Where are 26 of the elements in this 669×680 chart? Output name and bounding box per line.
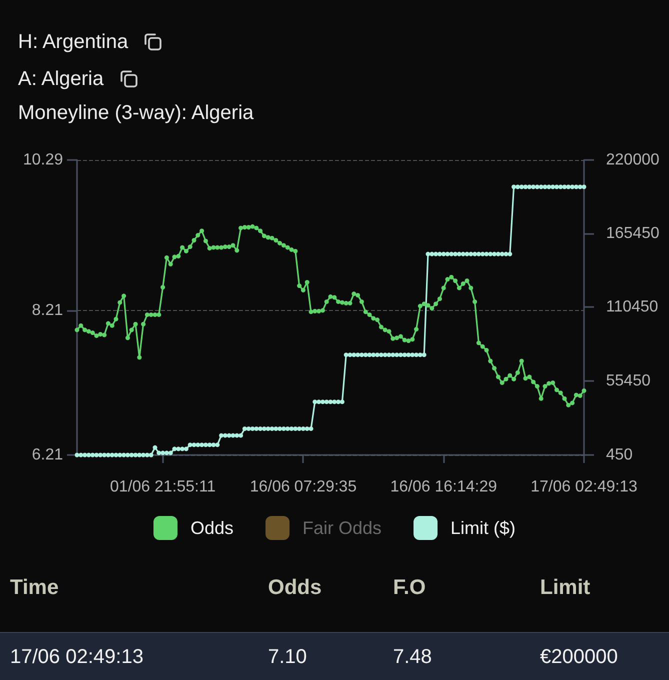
x-tick-label: 01/06 21:55:11 bbox=[110, 478, 216, 496]
legend-label: Limit ($) bbox=[450, 518, 516, 538]
x-tick-label: 17/06 02:49:13 bbox=[530, 478, 638, 496]
chart-title: H: Argentina bbox=[18, 30, 128, 55]
y-tick-label: 6.21 bbox=[32, 446, 64, 464]
legend-label: Fair Odds bbox=[302, 518, 382, 538]
text: €200000 bbox=[540, 645, 618, 670]
legend-label: Odds bbox=[190, 518, 234, 538]
x-tick-label: 16/06 16:14:29 bbox=[390, 478, 498, 496]
text: Limit bbox=[540, 575, 590, 601]
text: Time bbox=[10, 575, 59, 601]
y2-tick-label: 450 bbox=[606, 446, 633, 464]
chart-subtitle: A: Algeria bbox=[18, 67, 104, 92]
x-tick-label: 16/06 07:29:35 bbox=[250, 478, 357, 496]
y2-tick-label: 220000 bbox=[606, 152, 660, 168]
text: 7.10 bbox=[268, 645, 307, 670]
y2-tick-label: 110450 bbox=[606, 298, 658, 316]
y2-tick-label: 55450 bbox=[606, 372, 651, 390]
text: F.O bbox=[393, 575, 426, 601]
text: 7.48 bbox=[393, 645, 432, 670]
y2-tick-label: 165450 bbox=[606, 224, 660, 242]
text: Moneyline (3-way): Algeria bbox=[18, 101, 254, 126]
text: 17/06 02:49:13 bbox=[10, 645, 144, 670]
y-tick-label: 10.29 bbox=[22, 152, 64, 168]
text: Odds bbox=[268, 575, 322, 601]
y-tick-label: 8.21 bbox=[32, 302, 64, 319]
